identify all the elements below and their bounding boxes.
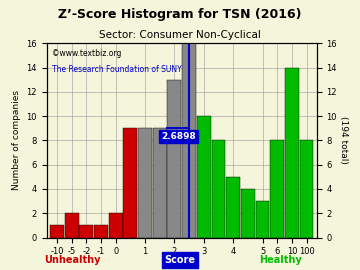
Bar — [94, 225, 108, 238]
Text: 2.6898: 2.6898 — [162, 132, 196, 141]
Bar — [212, 140, 225, 238]
Bar — [167, 80, 181, 238]
Bar — [285, 68, 299, 238]
Bar — [300, 140, 314, 238]
Bar — [50, 225, 64, 238]
Text: Score: Score — [165, 255, 195, 265]
Bar — [138, 128, 152, 238]
Y-axis label: Number of companies: Number of companies — [12, 90, 21, 190]
Bar — [123, 128, 138, 238]
Bar — [109, 213, 123, 238]
Bar — [65, 213, 79, 238]
Bar — [153, 128, 167, 238]
Text: Healthy: Healthy — [260, 255, 302, 265]
Text: Unhealthy: Unhealthy — [44, 255, 100, 265]
Text: The Research Foundation of SUNY: The Research Foundation of SUNY — [52, 65, 182, 74]
Text: ©www.textbiz.org: ©www.textbiz.org — [52, 49, 122, 58]
Bar — [226, 177, 240, 238]
Bar — [182, 43, 196, 238]
Y-axis label: (194 total): (194 total) — [339, 116, 348, 164]
Text: Z’-Score Histogram for TSN (2016): Z’-Score Histogram for TSN (2016) — [58, 8, 302, 21]
Text: Sector: Consumer Non-Cyclical: Sector: Consumer Non-Cyclical — [99, 30, 261, 40]
Bar — [270, 140, 284, 238]
Bar — [197, 116, 211, 238]
Bar — [241, 189, 255, 238]
Bar — [80, 225, 93, 238]
Bar — [256, 201, 270, 238]
